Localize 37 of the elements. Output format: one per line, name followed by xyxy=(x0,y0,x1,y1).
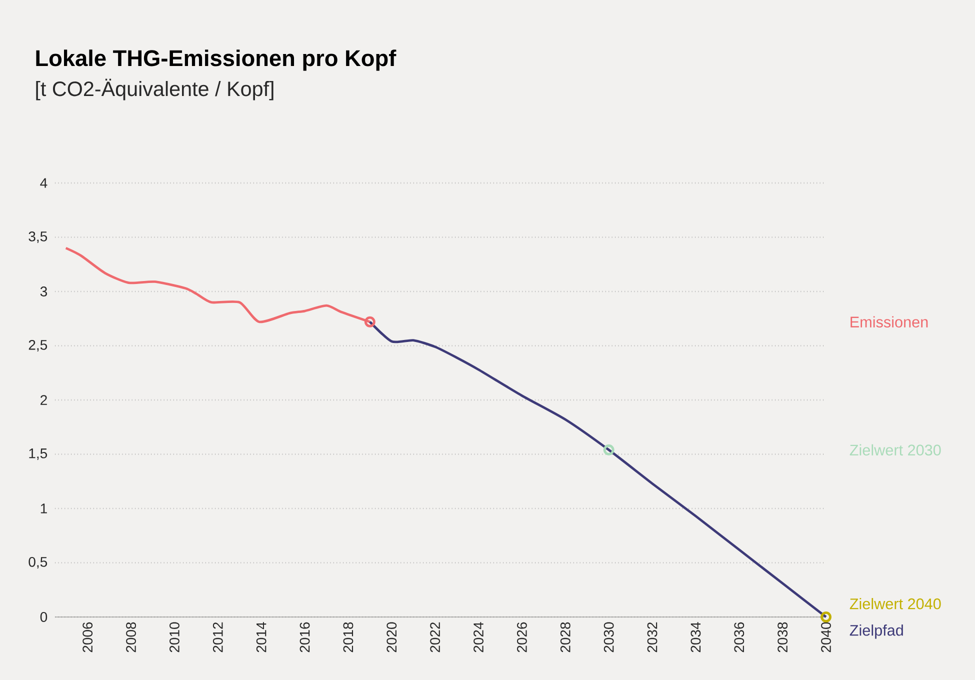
text: Emissionen xyxy=(850,316,928,328)
x-tick-label: 2008 xyxy=(126,622,136,652)
text: Zielwert 2030 xyxy=(850,444,941,456)
line-series xyxy=(368,320,828,618)
x-tick-label: 2034 xyxy=(690,622,701,652)
chart-title: Lokale THG-Emissionen pro Kopf xyxy=(36,50,396,71)
x-tick-label: 2014 xyxy=(256,622,266,652)
x-tick-label: 2016 xyxy=(300,622,310,652)
x-tick-label: 2006 xyxy=(82,622,93,652)
y-tick-label: 0 xyxy=(40,612,48,622)
point xyxy=(603,444,614,456)
x-tick-label: 2040 xyxy=(821,622,831,652)
series-label: Zielwert 2040 xyxy=(850,598,941,610)
y-tick-label: 4 xyxy=(40,178,48,188)
x-tick-label: 2012 xyxy=(212,622,223,652)
x-tick-label: 2030 xyxy=(604,622,614,652)
y-tick-label: 0,5 xyxy=(28,556,48,569)
x-tick-label: 2024 xyxy=(474,622,484,652)
x-tick-label: 2018 xyxy=(343,622,354,652)
point xyxy=(820,612,832,622)
y-tick-label: 3,5 xyxy=(28,231,48,244)
y-tick-label: 1 xyxy=(40,504,47,514)
x-tick-label: 2022 xyxy=(430,622,440,652)
chart-subtitle: [t CO2-Äquivalente / Kopf] xyxy=(36,78,274,100)
y-tick-label: 2,5 xyxy=(28,340,48,352)
series-label: Zielpfad xyxy=(850,624,903,639)
y-tick-label: 2 xyxy=(40,395,47,405)
y-tick-label: 3 xyxy=(40,286,48,296)
x-tick-label: 2020 xyxy=(386,622,397,652)
x-tick-label: 2038 xyxy=(778,622,788,652)
x-tick-label: 2036 xyxy=(734,622,744,652)
x-tick-label: 2032 xyxy=(647,622,658,652)
x-tick-label: 2026 xyxy=(517,622,527,652)
x-tick-label: 2010 xyxy=(170,622,180,652)
y-tick-label: 1,5 xyxy=(29,448,48,460)
line-series xyxy=(64,246,372,324)
x-tick-label: 2028 xyxy=(560,622,570,652)
